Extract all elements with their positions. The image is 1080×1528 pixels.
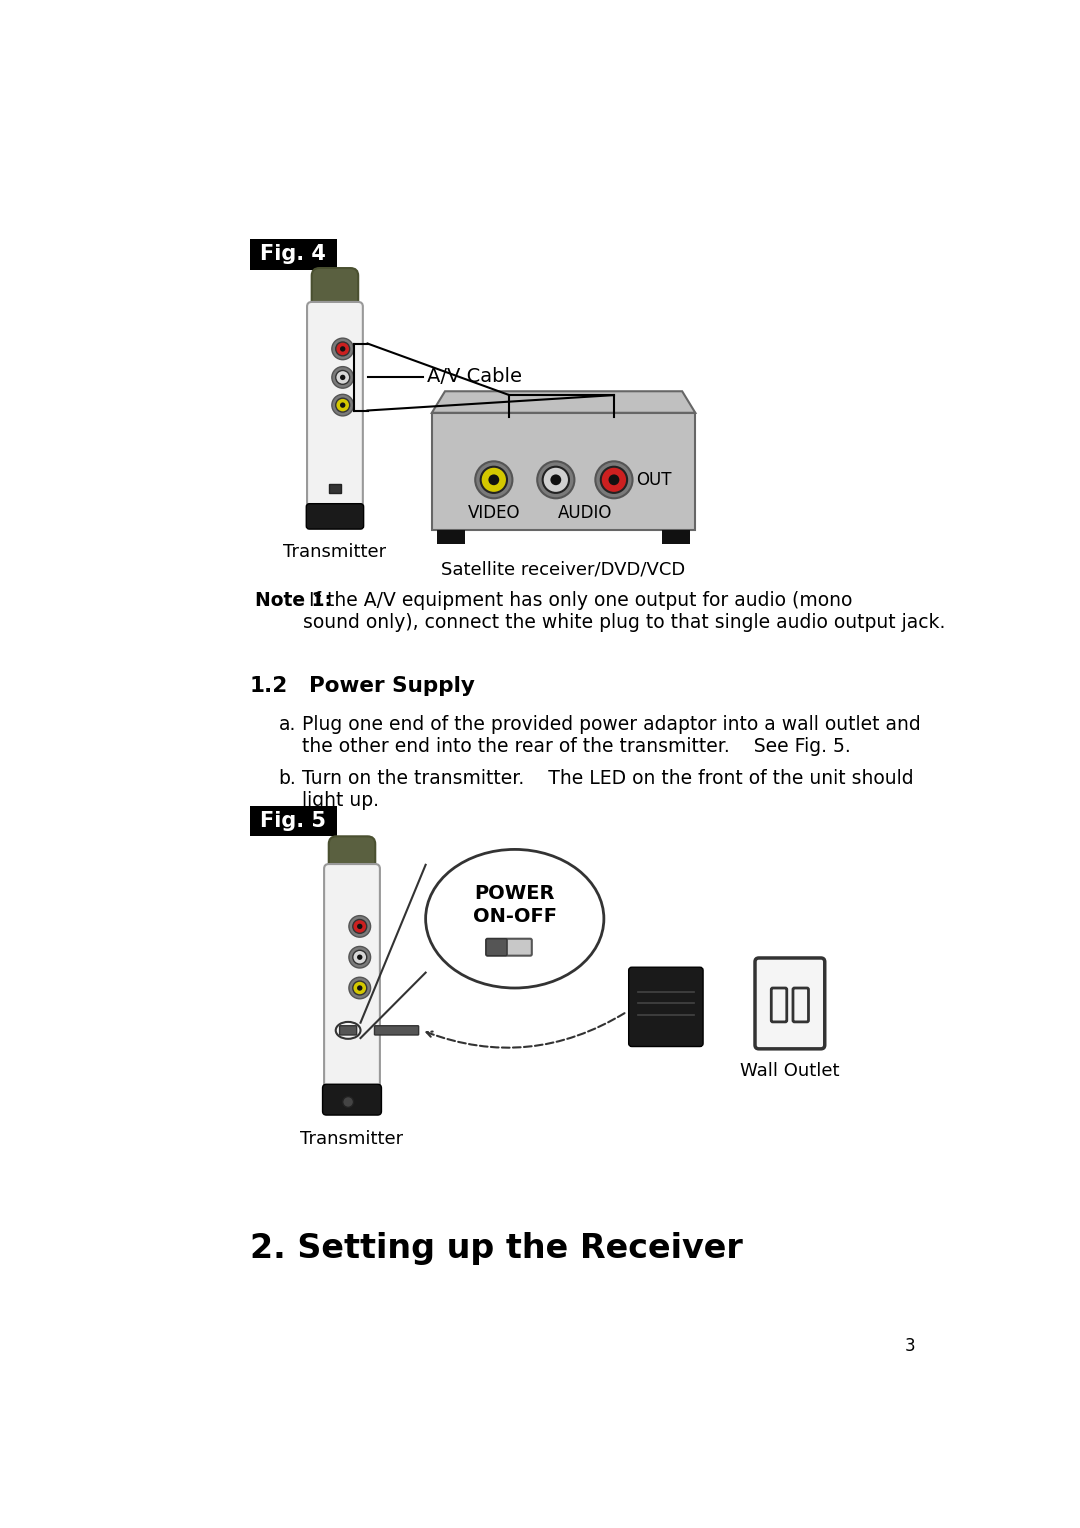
Text: Transmitter: Transmitter xyxy=(283,542,387,561)
Circle shape xyxy=(357,986,363,990)
Circle shape xyxy=(332,367,353,388)
Circle shape xyxy=(608,474,619,486)
Polygon shape xyxy=(432,391,696,413)
Circle shape xyxy=(336,342,350,356)
FancyBboxPatch shape xyxy=(771,989,786,1022)
Circle shape xyxy=(340,347,346,351)
FancyBboxPatch shape xyxy=(307,303,363,512)
FancyBboxPatch shape xyxy=(249,238,337,269)
Text: Note 1:: Note 1: xyxy=(255,591,333,611)
FancyBboxPatch shape xyxy=(793,989,809,1022)
FancyBboxPatch shape xyxy=(323,1085,381,1115)
Text: a.: a. xyxy=(279,715,296,733)
Text: 3: 3 xyxy=(905,1337,916,1355)
Circle shape xyxy=(336,370,350,385)
FancyBboxPatch shape xyxy=(328,836,375,888)
FancyBboxPatch shape xyxy=(432,413,696,530)
FancyBboxPatch shape xyxy=(486,938,508,955)
Text: AUDIO: AUDIO xyxy=(557,504,612,523)
Circle shape xyxy=(349,978,370,999)
Circle shape xyxy=(342,1097,353,1108)
Text: Satellite receiver/DVD/VCD: Satellite receiver/DVD/VCD xyxy=(442,561,686,579)
Circle shape xyxy=(336,399,350,413)
Text: Wall Outlet: Wall Outlet xyxy=(740,1062,839,1080)
Circle shape xyxy=(353,950,367,964)
Circle shape xyxy=(332,394,353,416)
Text: POWER
ON-OFF: POWER ON-OFF xyxy=(473,883,557,926)
Circle shape xyxy=(481,466,507,494)
Text: Transmitter: Transmitter xyxy=(300,1129,404,1148)
Circle shape xyxy=(475,461,512,498)
FancyBboxPatch shape xyxy=(339,1025,356,1034)
Text: b.: b. xyxy=(279,769,296,787)
Text: Fig. 5: Fig. 5 xyxy=(260,811,326,831)
Text: 2. Setting up the Receiver: 2. Setting up the Receiver xyxy=(249,1232,742,1265)
Text: 1.2: 1.2 xyxy=(249,677,288,697)
Circle shape xyxy=(600,466,627,494)
Circle shape xyxy=(340,402,346,408)
FancyBboxPatch shape xyxy=(437,530,465,544)
Text: OUT: OUT xyxy=(636,471,671,489)
Text: Power Supply: Power Supply xyxy=(309,677,475,697)
Circle shape xyxy=(353,920,367,934)
Circle shape xyxy=(353,981,367,995)
Circle shape xyxy=(349,946,370,969)
Text: VIDEO: VIDEO xyxy=(468,504,521,523)
Text: Turn on the transmitter.    The LED on the front of the unit should
light up.: Turn on the transmitter. The LED on the … xyxy=(301,769,914,810)
Circle shape xyxy=(357,924,363,929)
Ellipse shape xyxy=(426,850,604,989)
Circle shape xyxy=(488,474,499,486)
Circle shape xyxy=(551,474,562,486)
FancyBboxPatch shape xyxy=(375,1025,419,1034)
FancyBboxPatch shape xyxy=(324,863,380,1093)
FancyBboxPatch shape xyxy=(755,958,825,1048)
Circle shape xyxy=(349,915,370,937)
FancyBboxPatch shape xyxy=(312,267,359,315)
FancyBboxPatch shape xyxy=(662,530,690,544)
Circle shape xyxy=(537,461,575,498)
FancyBboxPatch shape xyxy=(249,805,337,836)
FancyBboxPatch shape xyxy=(486,938,531,955)
Circle shape xyxy=(340,374,346,380)
Text: A/V Cable: A/V Cable xyxy=(428,367,522,387)
Circle shape xyxy=(332,338,353,359)
Text: Plug one end of the provided power adaptor into a wall outlet and
the other end : Plug one end of the provided power adapt… xyxy=(301,715,920,756)
Circle shape xyxy=(357,955,363,960)
Text: Fig. 4: Fig. 4 xyxy=(260,244,326,264)
Circle shape xyxy=(595,461,633,498)
Circle shape xyxy=(542,466,569,494)
FancyBboxPatch shape xyxy=(629,967,703,1047)
FancyBboxPatch shape xyxy=(307,504,364,529)
Text: If the A/V equipment has only one output for audio (mono
sound only), connect th: If the A/V equipment has only one output… xyxy=(303,591,946,633)
FancyBboxPatch shape xyxy=(328,484,341,494)
